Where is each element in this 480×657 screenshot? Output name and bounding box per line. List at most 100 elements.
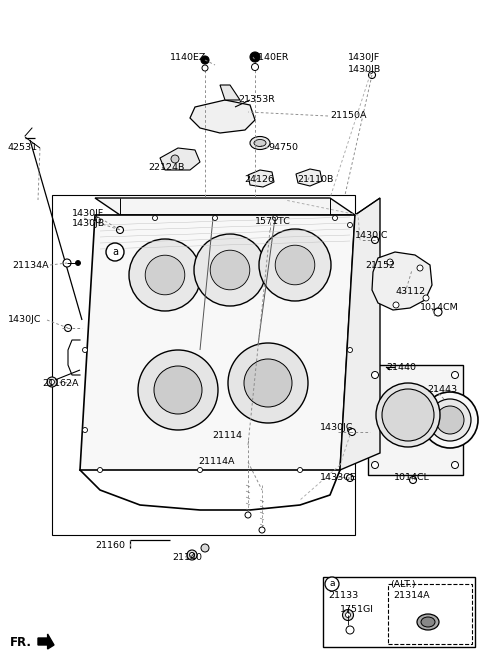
Circle shape bbox=[347, 474, 353, 482]
Text: 1140EZ: 1140EZ bbox=[170, 53, 206, 62]
Circle shape bbox=[106, 243, 124, 261]
Circle shape bbox=[429, 399, 471, 441]
Bar bbox=[388, 584, 472, 644]
Text: 21160: 21160 bbox=[95, 541, 125, 551]
Polygon shape bbox=[296, 169, 322, 186]
Text: 21162A: 21162A bbox=[42, 378, 79, 388]
Ellipse shape bbox=[254, 139, 266, 147]
Circle shape bbox=[96, 217, 100, 223]
Circle shape bbox=[47, 377, 57, 387]
Circle shape bbox=[117, 227, 123, 233]
Polygon shape bbox=[340, 198, 380, 470]
Ellipse shape bbox=[212, 105, 232, 119]
Circle shape bbox=[325, 577, 339, 591]
Circle shape bbox=[250, 52, 260, 62]
Circle shape bbox=[417, 265, 423, 271]
Text: 21110B: 21110B bbox=[297, 175, 334, 185]
Text: 1430JB: 1430JB bbox=[72, 219, 105, 229]
Text: 1430JC: 1430JC bbox=[8, 315, 41, 325]
Text: 1140ER: 1140ER bbox=[253, 53, 289, 62]
Circle shape bbox=[63, 259, 71, 267]
Circle shape bbox=[348, 428, 356, 436]
Bar bbox=[52, 195, 355, 535]
Text: 1430JB: 1430JB bbox=[348, 64, 381, 74]
Circle shape bbox=[372, 461, 379, 468]
Ellipse shape bbox=[417, 614, 439, 630]
Polygon shape bbox=[220, 85, 240, 100]
Text: 21150A: 21150A bbox=[330, 112, 367, 120]
Circle shape bbox=[348, 428, 352, 432]
Text: 21134A: 21134A bbox=[12, 260, 48, 269]
Polygon shape bbox=[80, 215, 355, 470]
Text: 1430JF: 1430JF bbox=[348, 53, 380, 62]
Circle shape bbox=[201, 56, 209, 64]
Text: 21314A: 21314A bbox=[393, 591, 430, 600]
Circle shape bbox=[245, 512, 251, 518]
Circle shape bbox=[434, 308, 442, 316]
Text: 21440: 21440 bbox=[386, 363, 416, 371]
Circle shape bbox=[97, 468, 103, 472]
Circle shape bbox=[197, 468, 203, 472]
Polygon shape bbox=[95, 198, 355, 215]
Text: 21140: 21140 bbox=[172, 553, 202, 562]
Circle shape bbox=[452, 461, 458, 468]
Circle shape bbox=[382, 389, 434, 441]
Circle shape bbox=[138, 350, 218, 430]
Circle shape bbox=[129, 239, 201, 311]
Text: 42531: 42531 bbox=[8, 143, 38, 152]
Circle shape bbox=[154, 366, 202, 414]
Circle shape bbox=[275, 245, 315, 284]
Circle shape bbox=[273, 215, 277, 221]
Circle shape bbox=[145, 255, 185, 295]
Circle shape bbox=[346, 612, 350, 618]
Circle shape bbox=[187, 550, 197, 560]
Bar bbox=[323, 577, 475, 647]
Text: 1571TC: 1571TC bbox=[255, 217, 291, 227]
Circle shape bbox=[423, 295, 429, 301]
Text: 43112: 43112 bbox=[395, 288, 425, 296]
Circle shape bbox=[171, 155, 179, 163]
Circle shape bbox=[369, 72, 375, 78]
Circle shape bbox=[387, 259, 393, 265]
Circle shape bbox=[422, 392, 478, 448]
Circle shape bbox=[83, 428, 87, 432]
Text: 1433CE: 1433CE bbox=[320, 472, 357, 482]
Text: 1751GI: 1751GI bbox=[340, 606, 374, 614]
Circle shape bbox=[210, 250, 250, 290]
Circle shape bbox=[202, 65, 208, 71]
Text: FR.: FR. bbox=[10, 637, 32, 650]
Circle shape bbox=[436, 406, 464, 434]
Ellipse shape bbox=[421, 617, 435, 627]
Polygon shape bbox=[190, 100, 255, 133]
Circle shape bbox=[64, 325, 72, 332]
Ellipse shape bbox=[250, 137, 270, 150]
Text: 1430JC: 1430JC bbox=[355, 231, 388, 240]
Circle shape bbox=[83, 348, 87, 353]
Circle shape bbox=[190, 553, 194, 558]
Circle shape bbox=[259, 229, 331, 301]
Circle shape bbox=[259, 527, 265, 533]
Text: 21114A: 21114A bbox=[198, 457, 235, 466]
Circle shape bbox=[346, 626, 354, 634]
Circle shape bbox=[376, 383, 440, 447]
Text: 24126: 24126 bbox=[244, 175, 274, 185]
Circle shape bbox=[372, 371, 379, 378]
Text: 21133: 21133 bbox=[328, 591, 358, 600]
Circle shape bbox=[409, 476, 417, 484]
Text: a: a bbox=[329, 579, 335, 589]
Text: 21353R: 21353R bbox=[238, 95, 275, 104]
Circle shape bbox=[49, 380, 55, 384]
Circle shape bbox=[194, 234, 266, 306]
Polygon shape bbox=[160, 148, 200, 170]
Circle shape bbox=[348, 223, 352, 227]
Text: 1430JF: 1430JF bbox=[72, 208, 104, 217]
Circle shape bbox=[244, 359, 292, 407]
Circle shape bbox=[298, 468, 302, 472]
Circle shape bbox=[393, 302, 399, 308]
Text: 1014CM: 1014CM bbox=[420, 304, 459, 313]
Ellipse shape bbox=[216, 108, 228, 116]
Circle shape bbox=[333, 215, 337, 221]
Text: 1430JC: 1430JC bbox=[320, 424, 353, 432]
Bar bbox=[368, 365, 463, 475]
Circle shape bbox=[372, 237, 379, 244]
